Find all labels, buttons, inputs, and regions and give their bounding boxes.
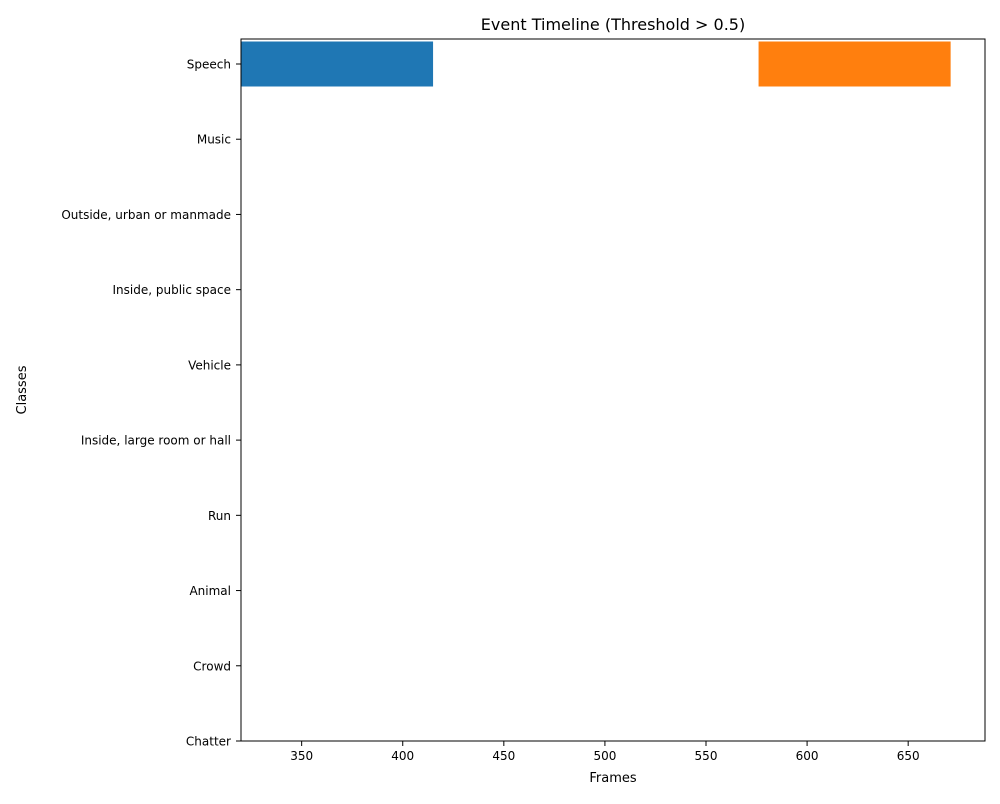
y-tick-label: Crowd <box>193 659 231 673</box>
y-axis: Speech Music Outside, urban or manmade Insi… <box>61 58 241 749</box>
y-axis-label: Classes <box>15 365 30 414</box>
y-tick-label: Inside, large room or hall <box>81 434 231 448</box>
x-tick-label: 500 <box>593 749 616 763</box>
bars-layer <box>241 41 951 87</box>
x-tick-label: 650 <box>897 749 920 763</box>
y-tick-label: Animal <box>189 584 231 598</box>
x-tick-label: 600 <box>796 749 819 763</box>
y-tick-label: Vehicle <box>188 358 231 372</box>
plot-frame <box>240 38 986 742</box>
y-tick-label: Music <box>197 133 231 147</box>
y-tick-label: Chatter <box>186 735 231 749</box>
x-tick-label: 450 <box>492 749 515 763</box>
x-tick-label: 550 <box>695 749 718 763</box>
event-bar-2 <box>758 41 951 87</box>
x-tick-label: 350 <box>290 749 313 763</box>
y-tick-label: Run <box>208 509 231 523</box>
chart-title: Event Timeline (Threshold > 0.5) <box>481 15 745 34</box>
x-axis: 350 400 450 500 550 600 650 <box>290 741 920 763</box>
x-tick-label: 400 <box>391 749 414 763</box>
y-tick-label: Outside, urban or manmade <box>61 208 231 222</box>
x-axis-label: Frames <box>589 771 637 786</box>
y-tick-label: Speech <box>187 58 231 72</box>
event-bar-1 <box>241 41 434 87</box>
y-tick-label: Inside, public space <box>113 283 231 297</box>
